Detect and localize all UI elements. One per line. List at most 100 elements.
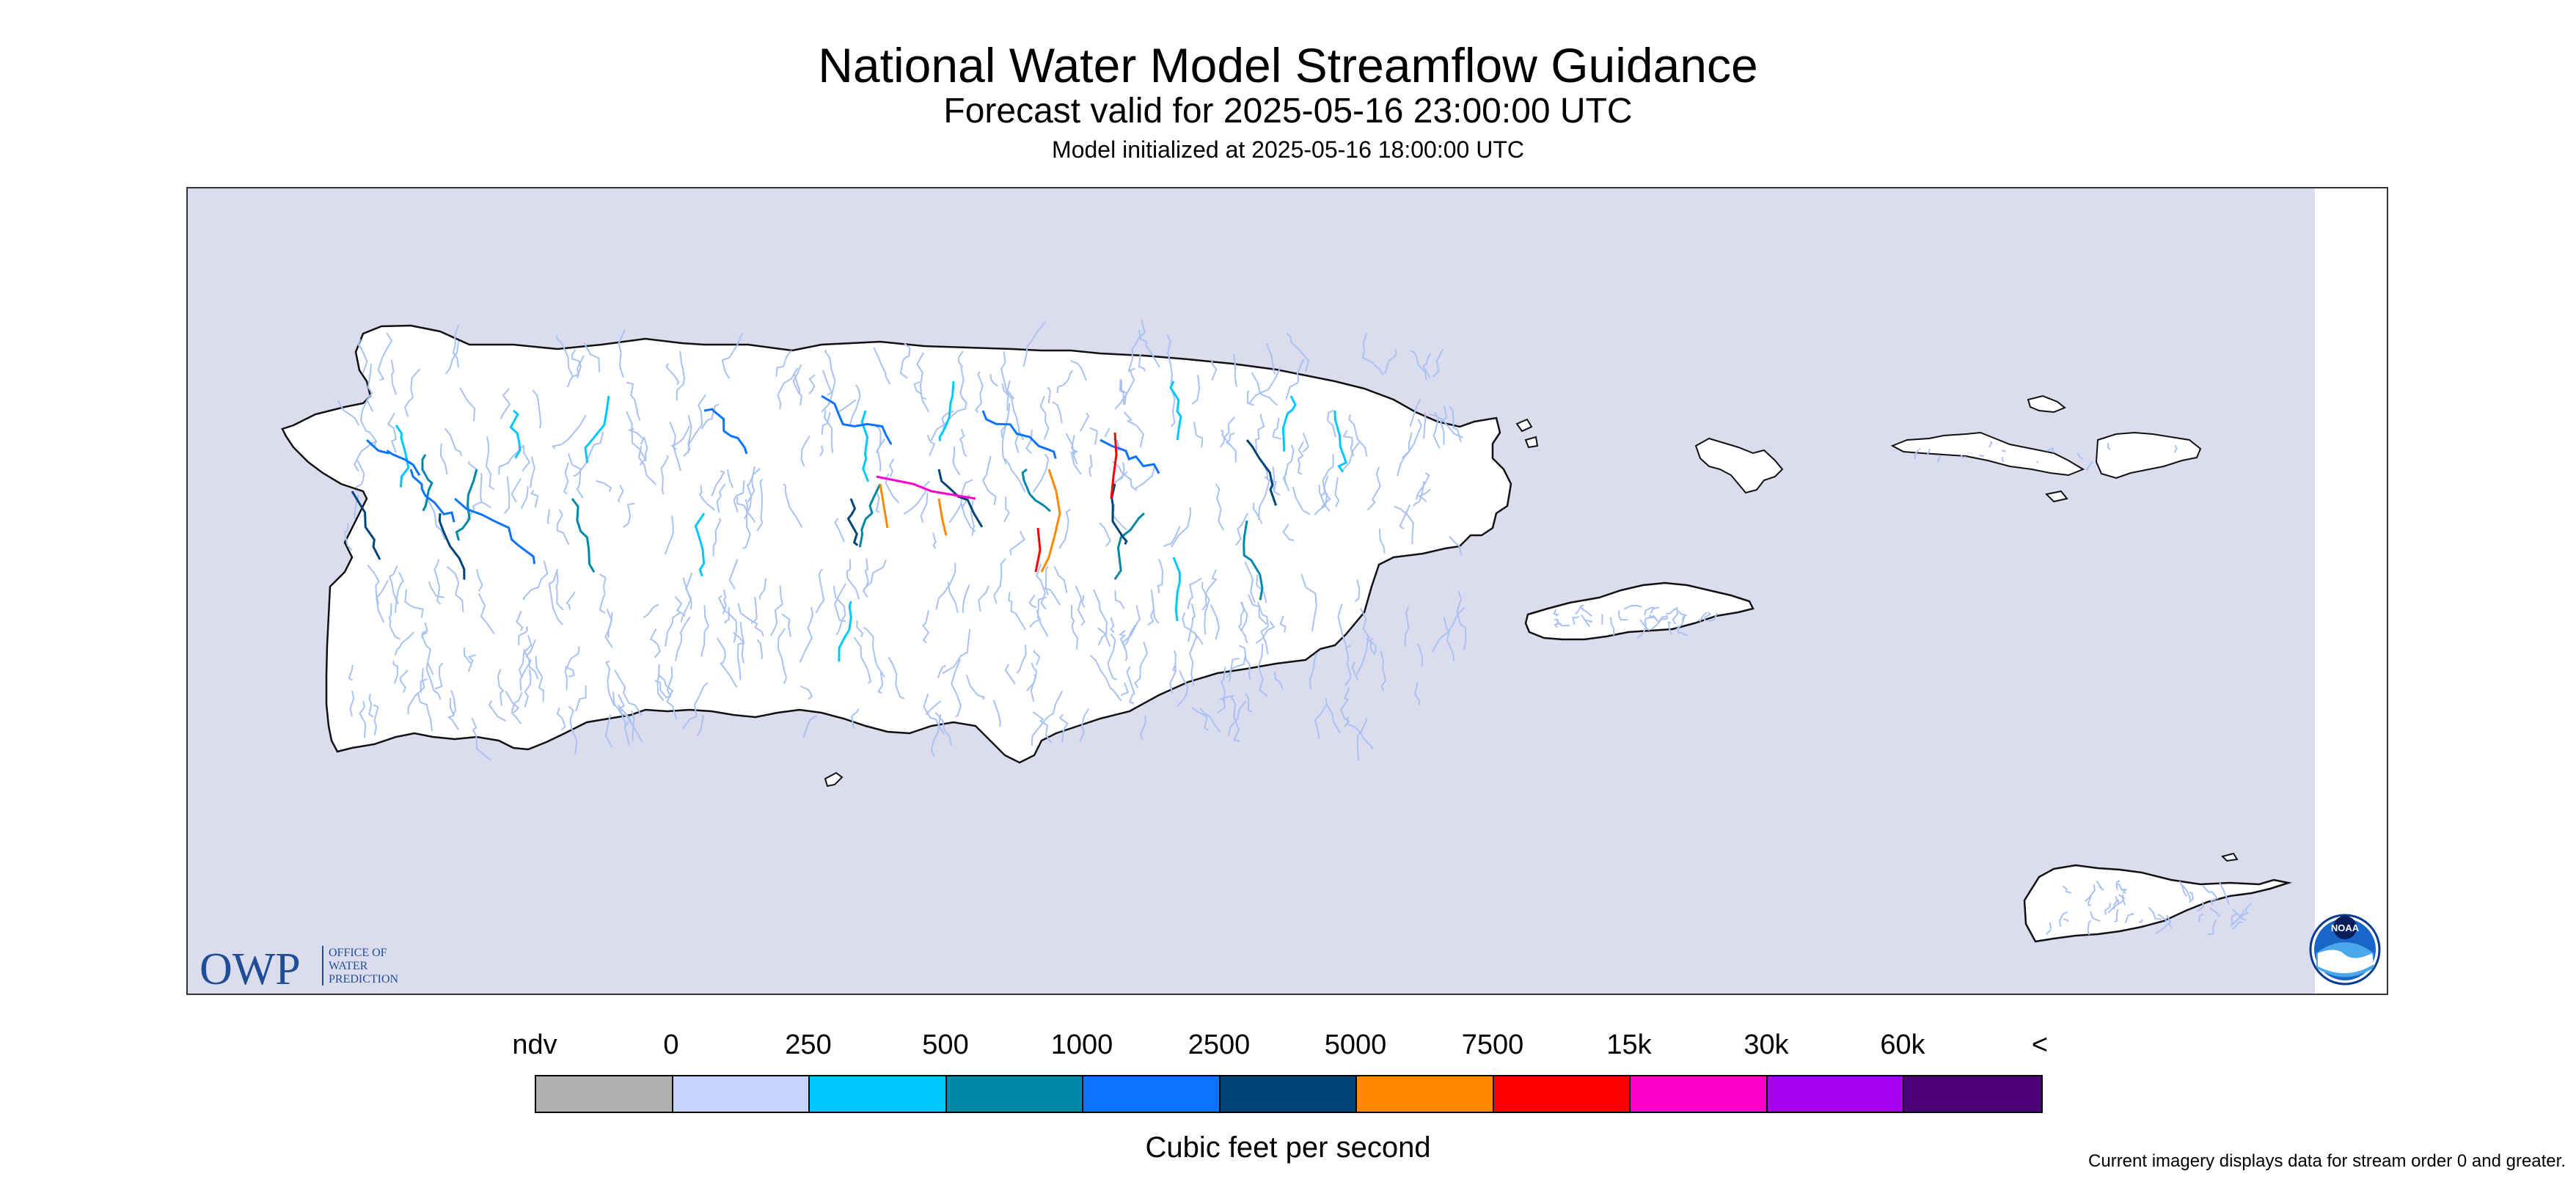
stream-segment: [584, 395, 610, 463]
stream-segment: [1097, 627, 1107, 646]
owp-logo: OWP OFFICE OF WATER PREDICTION: [200, 944, 399, 994]
stream-segment: [518, 625, 529, 645]
stream-segment: [1134, 642, 1148, 689]
stream-segment: [1191, 707, 1209, 732]
stream-segment: [2087, 896, 2092, 906]
stream-segment: [1618, 610, 1628, 621]
stream-segment: [665, 667, 673, 699]
stream-segment: [657, 674, 678, 720]
stream-segment: [353, 440, 378, 471]
stream-segment: [1666, 608, 1677, 614]
stream-segment: [466, 501, 483, 521]
stream-segment: [1248, 367, 1281, 404]
stream-segment: [1677, 610, 1686, 623]
stream-segment: [877, 672, 884, 694]
stream-segment: [377, 332, 393, 381]
stream-segment: [626, 381, 641, 421]
stream-segment: [1650, 606, 1660, 614]
stream-segment: [654, 680, 667, 697]
stream-segment: [1410, 350, 1427, 381]
stream-segment: [530, 490, 539, 508]
stream-segment: [1036, 563, 1047, 610]
stream-segment: [793, 372, 802, 406]
stream-segment: [888, 458, 895, 477]
stream-segment: [1047, 386, 1051, 404]
stream-segment: [1231, 697, 1240, 742]
stream-segment: [1351, 661, 1359, 681]
stream-segment: [1644, 606, 1655, 616]
stream-segment: [1210, 603, 1221, 640]
stream-segment: [1431, 606, 1466, 653]
stream-segment: [1281, 395, 1297, 452]
stream-segment: [1443, 617, 1455, 661]
stream-segment: [1244, 561, 1256, 603]
stream-segment: [2239, 912, 2249, 919]
stream-segment: [703, 408, 748, 455]
stream-segment: [1284, 444, 1295, 485]
stream-segment: [2245, 903, 2253, 914]
st-croix-island: [2023, 864, 2292, 943]
cay-island-vi: [2044, 490, 2068, 503]
stream-segment: [2230, 909, 2244, 928]
owp-logo-line3: PREDICTION: [329, 973, 399, 985]
stream-segment: [993, 558, 1006, 604]
legend-label-1000: 1000: [1050, 1029, 1113, 1060]
stream-segment: [742, 499, 751, 550]
stream-segment: [1556, 620, 1571, 627]
stream-segment: [1138, 353, 1146, 372]
stream-segment: [1274, 672, 1284, 691]
stream-segment: [1237, 601, 1245, 632]
stream-segment: [1988, 441, 1993, 448]
stream-segment: [1272, 466, 1276, 493]
stream-segment: [1032, 711, 1053, 744]
stream-segment: [1254, 414, 1265, 451]
stream-segment: [452, 324, 460, 368]
stream-segment: [821, 411, 831, 435]
stream-segment: [446, 566, 464, 612]
stream-segment: [1432, 411, 1441, 449]
stream-segment: [504, 476, 511, 514]
stream-segment: [1079, 708, 1089, 743]
stream-segment: [555, 570, 564, 611]
stream-segment: [965, 674, 985, 700]
legend-swatch-500-1000: [946, 1076, 1083, 1112]
culebra-island: [1694, 437, 1784, 494]
stream-segment: [1039, 395, 1050, 440]
stream-segment: [2036, 460, 2039, 463]
stream-segment: [781, 613, 791, 637]
stream-segment: [471, 717, 491, 761]
stream-segment: [899, 342, 911, 379]
stream-segment: [1449, 535, 1463, 556]
stream-segment: [438, 513, 466, 580]
stream-order-footnote: Current imagery displays data for stream…: [2088, 1151, 2566, 1171]
stream-segment: [404, 589, 424, 618]
legend-label-5000: 5000: [1324, 1029, 1387, 1060]
stream-segment: [420, 667, 425, 693]
stream-segment: [1173, 650, 1177, 672]
stream-segment: [1170, 507, 1192, 548]
stream-segment: [1286, 333, 1310, 372]
stream-segment: [694, 513, 706, 577]
stream-segment: [2207, 919, 2217, 936]
stream-segment: [575, 685, 587, 712]
stream-segment: [736, 496, 756, 523]
stream-segment: [1708, 612, 1719, 623]
stream-segment: [552, 414, 587, 449]
stream-segment: [800, 685, 813, 700]
stream-segment: [665, 363, 680, 385]
stream-segment: [357, 339, 368, 375]
stream-segment: [1150, 590, 1160, 624]
noaa-logo: NOAA: [2309, 914, 2381, 985]
stream-segment: [477, 592, 495, 635]
stream-segment: [2123, 888, 2127, 894]
stream-segment: [1649, 614, 1660, 623]
stream-segment: [618, 694, 631, 727]
stream-segment: [656, 664, 665, 702]
legend-label-7500: 7500: [1461, 1029, 1524, 1060]
stream-segment: [2114, 908, 2119, 923]
stream-segment: [359, 398, 377, 447]
stream-segment: [522, 445, 531, 472]
stream-segment: [439, 443, 448, 475]
stream-segment: [1960, 454, 1966, 459]
